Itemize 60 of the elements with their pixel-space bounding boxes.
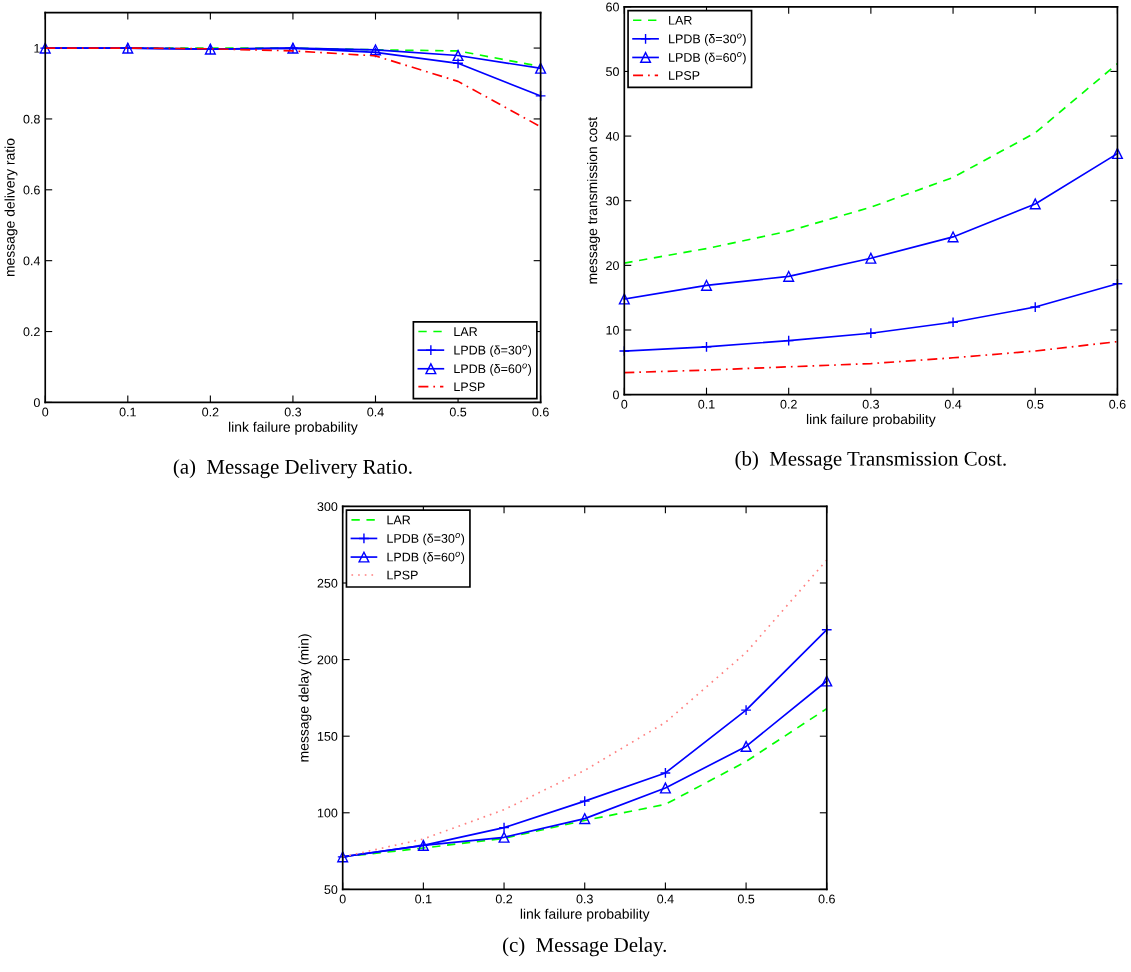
x-tick-label: 0 bbox=[339, 894, 346, 904]
y-tick-label: 150 bbox=[317, 731, 338, 741]
y-axis-title: message delay (min) bbox=[298, 634, 312, 762]
x-tick-label: 0.2 bbox=[780, 399, 797, 409]
y-tick-label: 10 bbox=[606, 325, 619, 335]
y-tick-label: 20 bbox=[606, 261, 619, 271]
x-tick-label: 0.6 bbox=[818, 894, 835, 904]
text: (c) Message Delay. bbox=[503, 937, 666, 957]
y-tick-label: 50 bbox=[606, 67, 619, 77]
legend-label: LPDB (δ=60$^{o}$) bbox=[669, 52, 746, 65]
y-tick-label: 0 bbox=[612, 390, 619, 400]
y-tick-label: 40 bbox=[605, 131, 619, 141]
y-tick-label: 100 bbox=[317, 808, 338, 818]
x-tick-label: 0.6 bbox=[1109, 399, 1126, 409]
x-tick-label: 0.2 bbox=[495, 894, 513, 904]
legend-label: LPSP bbox=[387, 570, 418, 580]
legend-label: LAR bbox=[454, 327, 478, 336]
y-tick-label: 50 bbox=[324, 885, 338, 895]
text: (b) Message Transmission Cost. bbox=[735, 451, 1006, 471]
x-tick-label: 0.3 bbox=[284, 407, 302, 417]
x-tick-label: 0.5 bbox=[449, 407, 467, 417]
x-tick-label: 0.4 bbox=[657, 894, 674, 904]
text: (a) Message Delivery Ratio. bbox=[173, 459, 412, 479]
y-tick-label: 0.8 bbox=[23, 114, 40, 124]
x-tick-label: 0.2 bbox=[202, 407, 219, 417]
y-tick-label: 0.4 bbox=[23, 256, 41, 266]
x-tick-label: 0.1 bbox=[698, 399, 715, 409]
x-tick-label: 0.3 bbox=[576, 894, 593, 904]
y-tick-label: 30 bbox=[606, 196, 619, 206]
y-axis-title: message delivery ratio bbox=[4, 138, 18, 277]
x-tick-label: 0.5 bbox=[737, 894, 755, 904]
x-tick-label: 0.5 bbox=[1027, 399, 1044, 409]
y-tick-label: 0.2 bbox=[23, 327, 40, 337]
x-axis-title: link failure probability bbox=[229, 421, 358, 435]
x-tick-label: 0.1 bbox=[119, 407, 136, 417]
legend-label: LPSP bbox=[454, 382, 485, 392]
legend-label: LPDB (δ=30$^{o}$) bbox=[669, 33, 746, 46]
x-tick-label: 0 bbox=[42, 407, 49, 417]
legend-label: LPDB (δ=30$^{o}$) bbox=[387, 533, 465, 546]
x-axis-title: link failure probability bbox=[520, 908, 650, 922]
x-tick-label: 0.3 bbox=[862, 399, 880, 409]
y-tick-label: 300 bbox=[317, 502, 338, 512]
x-tick-label: 0.4 bbox=[944, 399, 962, 409]
legend-label: LPSP bbox=[669, 71, 700, 80]
legend-label: LAR bbox=[387, 515, 411, 525]
y-tick-label: 250 bbox=[317, 578, 338, 588]
y-tick-label: 60 bbox=[606, 2, 619, 12]
x-tick-label: 0.6 bbox=[532, 407, 549, 417]
y-axis-title: message transmission cost bbox=[587, 117, 600, 284]
legend-label: LPDB (δ=30$^{o}$) bbox=[454, 344, 532, 358]
legend-label: LPDB (δ=60$^{o}$) bbox=[454, 363, 532, 376]
legend-label: LPDB (δ=60$^{o}$) bbox=[387, 551, 465, 564]
x-tick-label: 0.4 bbox=[367, 407, 384, 417]
x-tick-label: 0.1 bbox=[415, 894, 432, 904]
y-tick-label: 0.6 bbox=[23, 185, 40, 195]
x-axis-title: link failure probability bbox=[806, 413, 936, 427]
y-tick-label: 1 bbox=[34, 44, 40, 53]
legend-label: LAR bbox=[669, 16, 692, 25]
x-tick-label: 0 bbox=[621, 399, 628, 409]
y-tick-label: 200 bbox=[317, 655, 338, 665]
